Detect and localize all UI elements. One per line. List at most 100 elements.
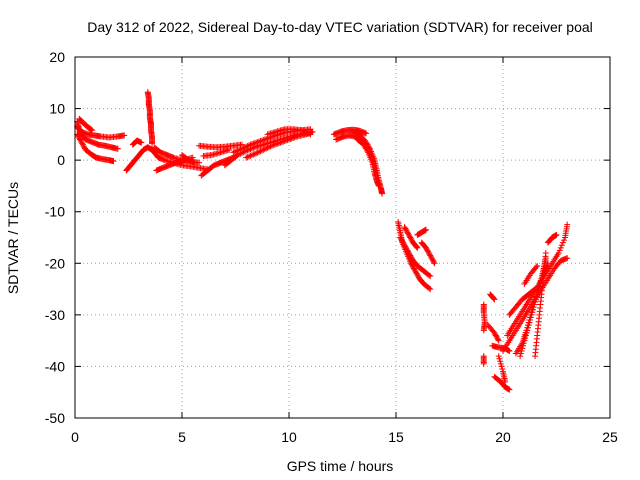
data-point (236, 147, 243, 153)
data-point (291, 134, 298, 141)
data-point (362, 144, 369, 151)
series-arc-28 (480, 301, 488, 334)
data-point (76, 136, 83, 143)
data-point (414, 271, 421, 278)
data-point (403, 246, 410, 253)
data-point (523, 329, 530, 336)
data-point (77, 137, 84, 144)
data-point (254, 139, 261, 146)
data-point (76, 135, 83, 142)
data-point (526, 319, 533, 326)
data-point (264, 144, 271, 151)
series-arc-08 (151, 149, 211, 173)
data-point (293, 133, 300, 140)
data-point (360, 141, 367, 148)
data-point (429, 256, 436, 263)
data-point (559, 239, 566, 246)
data-point (407, 235, 414, 242)
data-point (260, 146, 267, 153)
data-point (254, 149, 261, 156)
data-point (256, 138, 263, 145)
data-point (430, 257, 437, 264)
series-arc-39 (506, 286, 539, 318)
y-tick-labels: 20 10 0 -10 -20 -30 -40 -50 (45, 49, 65, 426)
data-point (427, 252, 434, 259)
data-point (274, 140, 281, 147)
x-tick-label: 25 (602, 429, 618, 445)
data-point (532, 296, 539, 303)
data-point (532, 286, 539, 293)
data-point (258, 137, 265, 144)
data-point (375, 182, 382, 189)
data-point (78, 139, 85, 146)
data-point (305, 130, 312, 137)
data-point (402, 244, 409, 251)
data-point (492, 332, 499, 339)
data-point (408, 255, 415, 262)
series-arc-36 (504, 221, 571, 339)
data-point (427, 286, 434, 293)
x-tick-label: 0 (71, 429, 79, 445)
data-point (273, 141, 280, 148)
data-point (411, 266, 418, 273)
data-point (527, 314, 534, 321)
series-arc-18 (264, 126, 314, 138)
data-point (531, 286, 538, 293)
series-arc-11 (179, 151, 198, 166)
data-point (248, 141, 255, 148)
y-tick-label: 20 (49, 49, 65, 65)
data-point (412, 269, 419, 276)
data-point (75, 133, 82, 140)
series-arc-31 (485, 322, 502, 344)
data-point (425, 248, 432, 255)
data-point (263, 145, 270, 152)
data-point (407, 252, 414, 259)
series-arc-22 (354, 136, 382, 189)
data-point (427, 273, 434, 280)
data-point (405, 231, 412, 238)
data-point (502, 378, 509, 385)
data-point (271, 141, 278, 148)
data-point (557, 244, 564, 251)
data-point (556, 247, 563, 254)
data-point (251, 140, 258, 147)
data-point (480, 360, 487, 367)
data-point (426, 285, 433, 292)
series-arc-30 (487, 291, 498, 303)
series-arc-29 (480, 353, 487, 367)
data-point (402, 226, 409, 233)
data-point (519, 342, 526, 349)
data-point (506, 386, 513, 393)
data-point (379, 190, 386, 197)
data-point (405, 249, 412, 256)
data-point (407, 234, 414, 241)
data-point (522, 332, 529, 339)
data-point (529, 306, 536, 313)
data-point (256, 148, 263, 155)
data-point (498, 363, 505, 370)
data-point (480, 327, 487, 334)
data-point (149, 140, 156, 147)
series-arc-33 (491, 373, 513, 393)
data-point (423, 246, 430, 253)
data-point (288, 135, 295, 142)
data-point (363, 145, 370, 152)
data-point (244, 153, 251, 160)
data-point (415, 273, 422, 280)
data-point (497, 358, 504, 365)
data-point (253, 150, 260, 157)
data-point (496, 355, 503, 362)
data-point (79, 140, 86, 147)
gridlines (75, 57, 610, 418)
data-point (261, 136, 268, 143)
series-arc-41 (544, 231, 560, 246)
data-point (283, 137, 290, 144)
data-point (364, 148, 371, 155)
data-point (422, 226, 429, 233)
data-point (257, 138, 264, 145)
data-point (536, 283, 543, 290)
series-arc-03 (74, 131, 117, 165)
data-point (558, 242, 565, 249)
data-point (301, 128, 308, 135)
data-point (533, 293, 540, 300)
